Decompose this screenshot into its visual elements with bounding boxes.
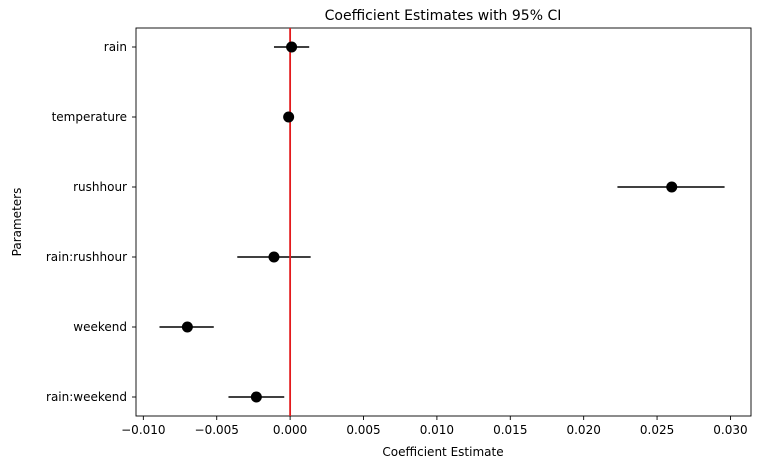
x-tick-label: 0.020 <box>566 423 600 437</box>
estimate-point-rain-weekend <box>250 391 262 403</box>
x-tick-label: 0.025 <box>640 423 674 437</box>
x-axis-label: Coefficient Estimate <box>382 445 503 459</box>
x-tick-label: 0.005 <box>346 423 380 437</box>
estimate-point-rushhour <box>666 181 678 193</box>
y-tick-label: rain:rushhour <box>46 250 127 264</box>
estimate-point-temperature <box>283 111 295 123</box>
x-tick-label: 0.030 <box>713 423 747 437</box>
x-tick-label: 0.015 <box>493 423 527 437</box>
x-tick-label: 0.000 <box>273 423 307 437</box>
plot-area: −0.010 −0.005 0.000 0.005 0.010 0.015 0.020 0.0… <box>46 27 752 437</box>
estimate-point-weekend <box>181 321 193 333</box>
x-tick-label: −0.005 <box>195 423 239 437</box>
y-tick-label: temperature <box>52 110 127 124</box>
x-tick-label: 0.010 <box>420 423 454 437</box>
y-tick-label: weekend <box>73 320 127 334</box>
x-tick-label: −0.010 <box>121 423 165 437</box>
y-axis-label: Parameters <box>10 188 24 257</box>
y-tick-label: rain:weekend <box>46 390 127 404</box>
chart-title: Coefficient Estimates with 95% CI <box>325 8 562 24</box>
plot-frame <box>135 27 752 417</box>
y-tick-label: rain <box>104 40 127 54</box>
y-tick-label: rushhour <box>73 180 127 194</box>
estimate-point-rain <box>286 41 298 53</box>
estimate-point-rain-rushhour <box>268 251 280 263</box>
